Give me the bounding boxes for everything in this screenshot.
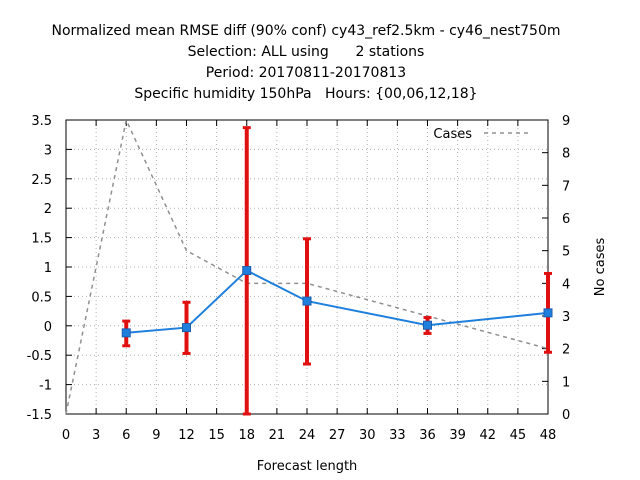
- chart-title-block: Normalized mean RMSE diff (90% conf) cy4…: [51, 23, 560, 102]
- x-tick-label: 12: [178, 428, 195, 443]
- data-point: [121, 328, 131, 338]
- x-tick-label: 36: [419, 428, 436, 443]
- y-tick-label: -1.5: [27, 408, 52, 423]
- x-axis-label: Forecast length: [257, 459, 358, 474]
- y2-tick-label: 7: [562, 179, 570, 194]
- data-point: [182, 323, 191, 333]
- y2-tick-label: 2: [562, 343, 570, 358]
- data-marks: [65, 117, 553, 416]
- y-tick-label: 1: [44, 261, 52, 276]
- y2-tick-label: 3: [562, 310, 570, 325]
- y2-tick-label: 9: [562, 114, 570, 129]
- y-tick-label: 2: [44, 202, 52, 217]
- y-tick-label: -0.5: [27, 349, 52, 364]
- x-tick-label: 33: [389, 428, 406, 443]
- x-tick-label: 21: [269, 428, 286, 443]
- x-tick-label: 27: [329, 428, 346, 443]
- data-point: [543, 308, 553, 318]
- chart-title-line: Specific humidity 150hPa Hours: {00,06,1…: [134, 86, 477, 102]
- x-tick-label: 39: [449, 428, 466, 443]
- y2-tick-label: 4: [562, 277, 570, 292]
- x-tick-label: 0: [62, 428, 70, 443]
- data-point: [242, 266, 252, 276]
- y2-tick-label: 1: [562, 375, 570, 390]
- x-tick-label: 45: [510, 428, 527, 443]
- y-tick-label: 0: [44, 320, 52, 335]
- legend-label-cases: Cases: [433, 127, 472, 142]
- y-tick-label: 3: [44, 143, 52, 158]
- y-tick-label: 2.5: [31, 173, 52, 188]
- chart-title-line: Selection: ALL using 2 stations: [188, 44, 425, 60]
- right-axis-label: No cases: [593, 238, 608, 297]
- axis-ticks: 0 3 6 9 12 15 18 21 24 27 30 33 36 39 42 45 48-1.5-1-0.5…: [27, 114, 571, 443]
- y2-tick-label: 8: [562, 147, 570, 162]
- data-point: [302, 296, 312, 306]
- data-point: [423, 320, 432, 330]
- legend: Cases: [433, 127, 530, 142]
- x-tick-label: 18: [238, 428, 255, 443]
- x-tick-label: 42: [479, 428, 496, 443]
- x-tick-label: 9: [152, 428, 160, 443]
- chart-title-line: Normalized mean RMSE diff (90% conf) cy4…: [51, 23, 560, 39]
- y-tick-label: 1.5: [31, 232, 52, 247]
- chart-title-line: Period: 20170811-20170813: [206, 65, 406, 81]
- y2-tick-label: 6: [562, 212, 570, 227]
- y-tick-label: -1: [39, 379, 52, 394]
- y-tick-label: 3.5: [31, 114, 52, 129]
- y-tick-label: 0.5: [31, 290, 52, 305]
- series-line-rmse-diff: [126, 269, 549, 334]
- x-tick-label: 3: [92, 428, 100, 443]
- x-tick-label: 6: [122, 428, 130, 443]
- x-tick-label: 24: [299, 428, 316, 443]
- x-tick-label: 15: [208, 428, 225, 443]
- x-tick-label: 30: [359, 428, 376, 443]
- y2-tick-label: 5: [562, 245, 570, 260]
- y2-tick-label: 0: [562, 408, 570, 423]
- x-tick-label: 48: [540, 428, 557, 443]
